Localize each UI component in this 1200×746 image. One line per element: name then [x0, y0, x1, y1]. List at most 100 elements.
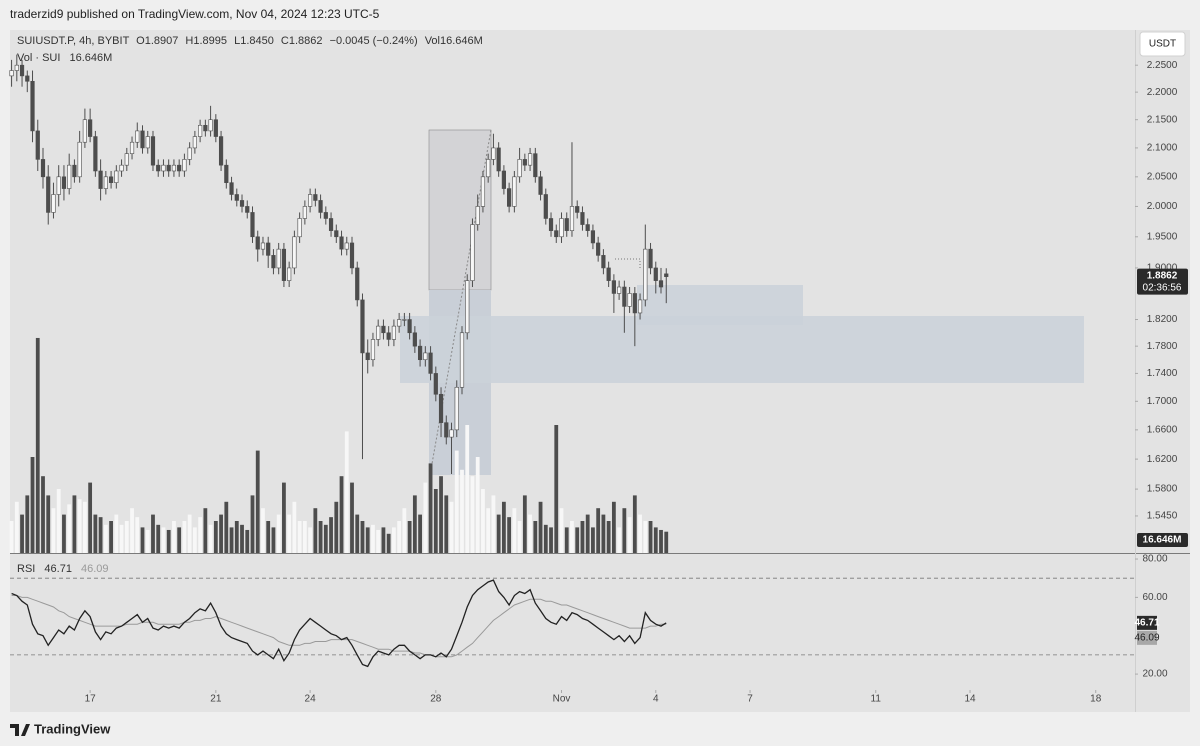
candle-body — [156, 164, 161, 172]
x-tick-label: 11 — [871, 694, 882, 705]
y-tick-label: 1.7400 — [1147, 368, 1178, 379]
volume-bar — [376, 529, 381, 553]
volume-bar — [632, 495, 637, 553]
volume-bar — [323, 524, 328, 553]
volume-bar — [350, 482, 354, 553]
candle-body — [271, 255, 276, 269]
y-tick-label: 1.6200 — [1147, 454, 1178, 465]
volume-bar — [224, 501, 229, 553]
candle-body — [266, 242, 271, 256]
currency-button[interactable] — [1139, 31, 1186, 57]
candle-body — [459, 332, 465, 388]
volume-bar — [46, 495, 51, 553]
volume-bar — [35, 337, 40, 553]
volume-bar — [292, 501, 297, 553]
candle-body — [30, 80, 35, 132]
volume-bar — [507, 517, 512, 553]
volume-bar — [245, 529, 250, 553]
volume-bar — [287, 514, 292, 553]
candle-body — [108, 176, 114, 183]
volume-bar — [465, 425, 470, 553]
candle-body — [585, 224, 590, 231]
candle-body — [386, 332, 391, 340]
volume-bar — [203, 508, 208, 553]
volume-bar — [182, 521, 187, 553]
y-tick-label: 1.5800 — [1147, 484, 1178, 495]
y-tick-label: 1.7800 — [1147, 341, 1178, 352]
candle-body — [177, 164, 182, 172]
volume-bar — [543, 524, 548, 553]
y-tick-label: 2.1500 — [1147, 114, 1178, 125]
candle-body — [40, 159, 46, 178]
volume-bar — [653, 527, 658, 553]
volume-bar — [135, 517, 140, 553]
volume-bar — [329, 517, 333, 553]
candle-body — [166, 164, 171, 172]
candle-body — [308, 194, 313, 207]
candle-body — [617, 286, 622, 294]
volume-bar — [549, 527, 553, 553]
volume-value: 16.646M — [69, 52, 112, 64]
volume-bar — [627, 517, 632, 553]
volume-bar — [622, 508, 627, 553]
volume-bar — [302, 521, 307, 553]
candle-body — [596, 242, 601, 256]
volume-legend: Vol · SUI 16.646M — [17, 52, 112, 64]
price-tag-countdown: 02:36:56 — [1143, 282, 1182, 293]
plot-layer: 2.2500 2.2000 2.1500 2.1000 2.0500 2.0000 1.95… — [9, 54, 1188, 705]
candle-body — [281, 248, 287, 281]
ohlc-high: H1.8995 — [185, 35, 227, 47]
candle-body — [203, 124, 208, 132]
candle-body — [297, 218, 302, 238]
x-tick-label: 28 — [430, 694, 442, 705]
candle-body — [328, 218, 334, 231]
candle-body — [93, 136, 98, 172]
volume-bar — [585, 514, 590, 553]
rsi-ma-tag-value: 46.09 — [1134, 633, 1159, 644]
candle-body — [611, 280, 616, 294]
candle-body — [438, 393, 444, 423]
volume-bar — [318, 521, 323, 553]
candle-body — [501, 170, 506, 189]
volume-bar — [449, 501, 454, 553]
candle-body — [538, 176, 543, 195]
candle-body — [255, 236, 260, 250]
candle-body — [376, 325, 381, 340]
candle-body — [580, 212, 585, 225]
volume-bar — [93, 514, 98, 553]
volume-bar — [475, 457, 480, 553]
y-tick-label: 1.7000 — [1147, 396, 1178, 407]
volume-bar — [82, 501, 87, 553]
candle-body — [250, 212, 255, 238]
dotted-level — [615, 258, 641, 268]
volume-bar — [119, 524, 124, 553]
candle-body — [35, 130, 40, 160]
candle-body — [637, 299, 643, 314]
candle-body — [51, 194, 56, 213]
volume-bar — [402, 508, 407, 553]
volume-bar — [145, 529, 150, 553]
volume-tag-value: 16.646M — [1143, 535, 1182, 546]
volume-bar — [554, 425, 559, 553]
y-tick-label: 1.6600 — [1147, 425, 1178, 436]
change: −0.0045 (−0.24%) — [330, 35, 418, 47]
volume-bar — [308, 527, 313, 553]
candle-body — [239, 200, 245, 207]
currency-label[interactable]: USDT — [1149, 39, 1176, 50]
candle-body — [208, 119, 213, 132]
candle-body — [533, 153, 538, 178]
candle-body — [287, 267, 292, 281]
volume-bar — [355, 514, 360, 553]
candle-body — [25, 75, 30, 82]
candle-body — [72, 164, 77, 178]
candle-body — [218, 136, 224, 166]
volume-bar — [208, 524, 213, 553]
candle-body — [135, 130, 140, 143]
volume-bar — [229, 527, 234, 553]
publisher-line: traderzid9 published on TradingView.com,… — [10, 7, 380, 21]
price-tag — [1137, 268, 1188, 295]
candle-body — [98, 170, 103, 189]
candle-body — [449, 429, 454, 438]
volume-bar — [334, 501, 339, 553]
